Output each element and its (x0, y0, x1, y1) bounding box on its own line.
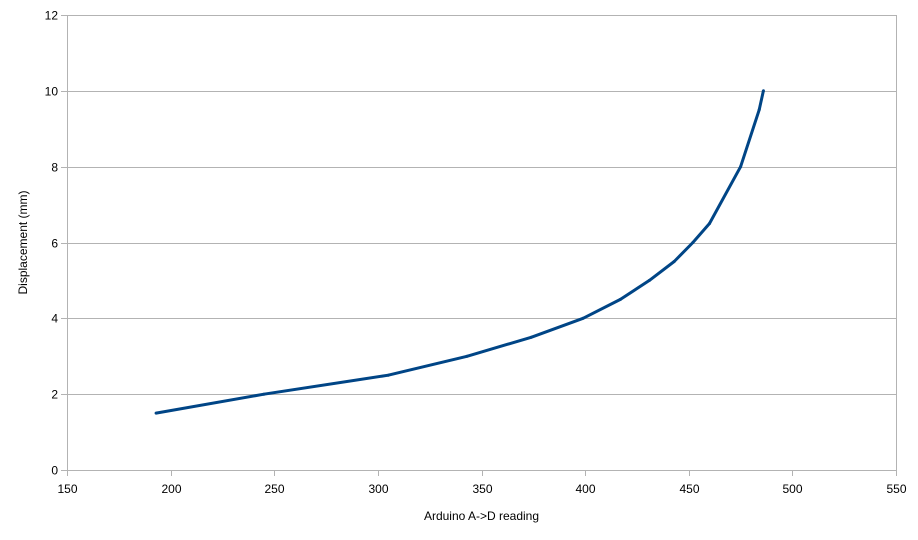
data-point (739, 165, 743, 169)
tick-labels: 0 2 4 6 8 10 12 150 200 250 300 350 400 450 500 550 (45, 9, 907, 497)
x-tick-label: 300 (368, 482, 388, 496)
series-layer (154, 89, 765, 415)
y-axis-title: Displacement (mm) (16, 190, 30, 294)
data-point (262, 392, 266, 396)
x-tick-label: 350 (472, 482, 492, 496)
data-point (757, 108, 761, 112)
data-point (672, 260, 676, 263)
x-tick-label: 250 (264, 482, 284, 496)
y-tick-label: 2 (51, 388, 58, 402)
x-tick-label: 200 (161, 482, 181, 496)
y-tick-label: 12 (45, 9, 59, 23)
data-point (154, 411, 158, 415)
data-point (691, 241, 695, 244)
y-tick-label: 8 (51, 161, 58, 175)
data-point (647, 278, 651, 282)
x-tick-label: 550 (886, 482, 906, 496)
data-point (618, 297, 622, 301)
y-tick-label: 4 (51, 312, 58, 326)
x-tick-label: 500 (782, 482, 802, 496)
x-tick-label: 150 (57, 482, 77, 496)
y-tick-label: 10 (45, 85, 59, 99)
data-point (581, 316, 585, 320)
data-point (386, 373, 390, 377)
x-tick-label: 450 (679, 482, 699, 496)
data-point (529, 335, 533, 339)
gridlines (67, 15, 896, 395)
data-point (465, 354, 469, 358)
x-tick-label: 400 (575, 482, 595, 496)
series-line (155, 90, 765, 415)
data-point (708, 222, 711, 225)
axes (61, 15, 897, 476)
y-tick-label: 0 (51, 464, 58, 478)
data-point (761, 89, 765, 93)
x-axis-title: Arduino A->D reading (424, 509, 539, 523)
y-tick-label: 6 (51, 237, 58, 251)
